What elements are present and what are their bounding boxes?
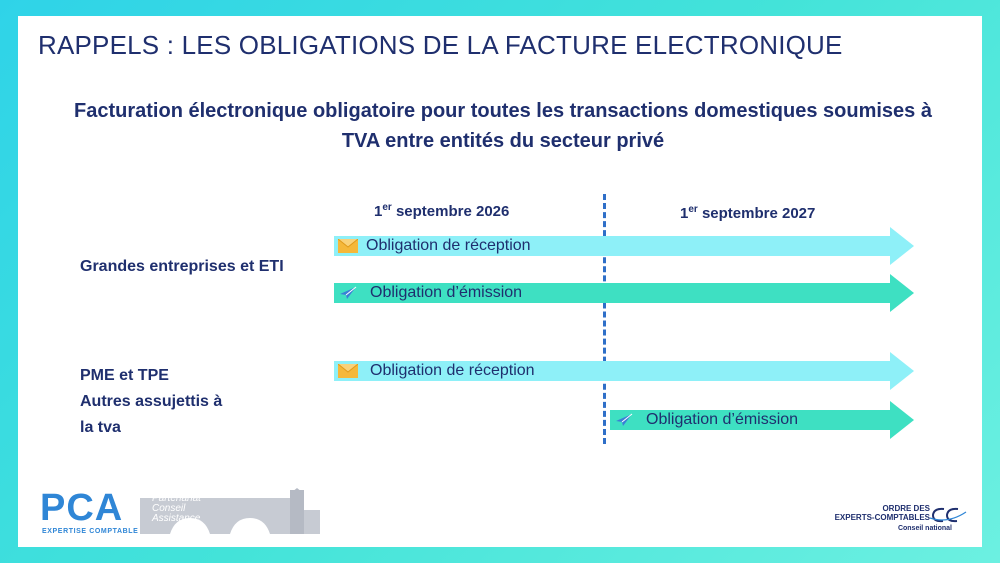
- oec-line-3: Conseil national: [897, 525, 952, 532]
- pca-logo-tagline: Partenariat Conseil Assistance: [152, 493, 201, 524]
- oec-mark-icon: [929, 507, 967, 523]
- arrow-body: [334, 283, 892, 303]
- group-1-line: Grandes entreprises et ETI: [80, 258, 284, 275]
- arrow-label: Obligation de réception: [370, 362, 535, 379]
- arrow-body: [334, 361, 892, 381]
- pca-logo: PCA EXPERTISE COMPTABLE Partenariat Cons…: [40, 488, 320, 540]
- slide: RAPPELS : LES OBLIGATIONS DE LA FACTURE …: [18, 16, 982, 547]
- group-2-line-3: la tva: [80, 419, 121, 436]
- bridge-icon: [140, 488, 320, 534]
- arrow-emission-sme: Obligation d’émission: [610, 401, 914, 439]
- envelope-icon: [338, 239, 358, 253]
- paper-plane-icon: [616, 413, 633, 426]
- subtitle-line-2: TVA entre entités du secteur privé: [341, 130, 665, 152]
- arrow-head: [890, 274, 914, 312]
- pca-logo-name: PCA: [40, 487, 124, 529]
- arrow-label: Obligation de réception: [366, 237, 531, 254]
- oec-line-2: EXPERTS-COMPTABLES: [834, 513, 930, 522]
- group-large-companies: Grandes entreprises et ETI: [80, 254, 284, 280]
- slide-title: RAPPELS : LES OBLIGATIONS DE LA FACTURE …: [38, 30, 843, 60]
- arrow-emission-large: Obligation d’émission: [334, 274, 914, 312]
- arrow-label: Obligation d’émission: [370, 284, 523, 301]
- subtitle-line-1: Facturation électronique obligatoire pou…: [74, 100, 932, 122]
- date-2026-sup: er: [382, 202, 392, 213]
- arrow-head: [890, 401, 914, 439]
- oec-logo: ORDRE DES EXPERTS-COMPTABLES Conseil nat…: [818, 504, 968, 538]
- arrow-head: [890, 352, 914, 390]
- arrow-reception-sme: Obligation de réception: [334, 352, 914, 390]
- timeline-divider: [603, 194, 606, 444]
- arrow-body: [610, 410, 892, 430]
- arrow-reception-large: Obligation de réception: [334, 227, 914, 265]
- date-2027-day: 1: [680, 205, 689, 222]
- group-2-line-2: Autres assujettis à: [80, 393, 223, 410]
- arrow-body: [334, 236, 892, 256]
- date-2026-day: 1: [374, 203, 383, 220]
- group-2-line-1: PME et TPE: [80, 367, 169, 384]
- envelope-icon: [338, 364, 358, 378]
- arrow-label: Obligation d’émission: [646, 411, 799, 428]
- slide-subtitle: Facturation électronique obligatoire pou…: [38, 96, 968, 156]
- pca-logo-sub: EXPERTISE COMPTABLE: [42, 528, 139, 535]
- date-2026: 1er septembre 2026: [374, 202, 509, 220]
- group-smes: PME et TPE Autres assujettis à la tva: [80, 363, 222, 441]
- oec-line-1: ORDRE DES: [882, 504, 930, 513]
- date-2027: 1er septembre 2027: [680, 204, 815, 222]
- date-2027-sup: er: [688, 204, 698, 215]
- paper-plane-icon: [340, 286, 357, 299]
- arrow-head: [890, 227, 914, 265]
- date-2026-rest: septembre 2026: [391, 203, 510, 220]
- date-2027-rest: septembre 2027: [697, 205, 816, 222]
